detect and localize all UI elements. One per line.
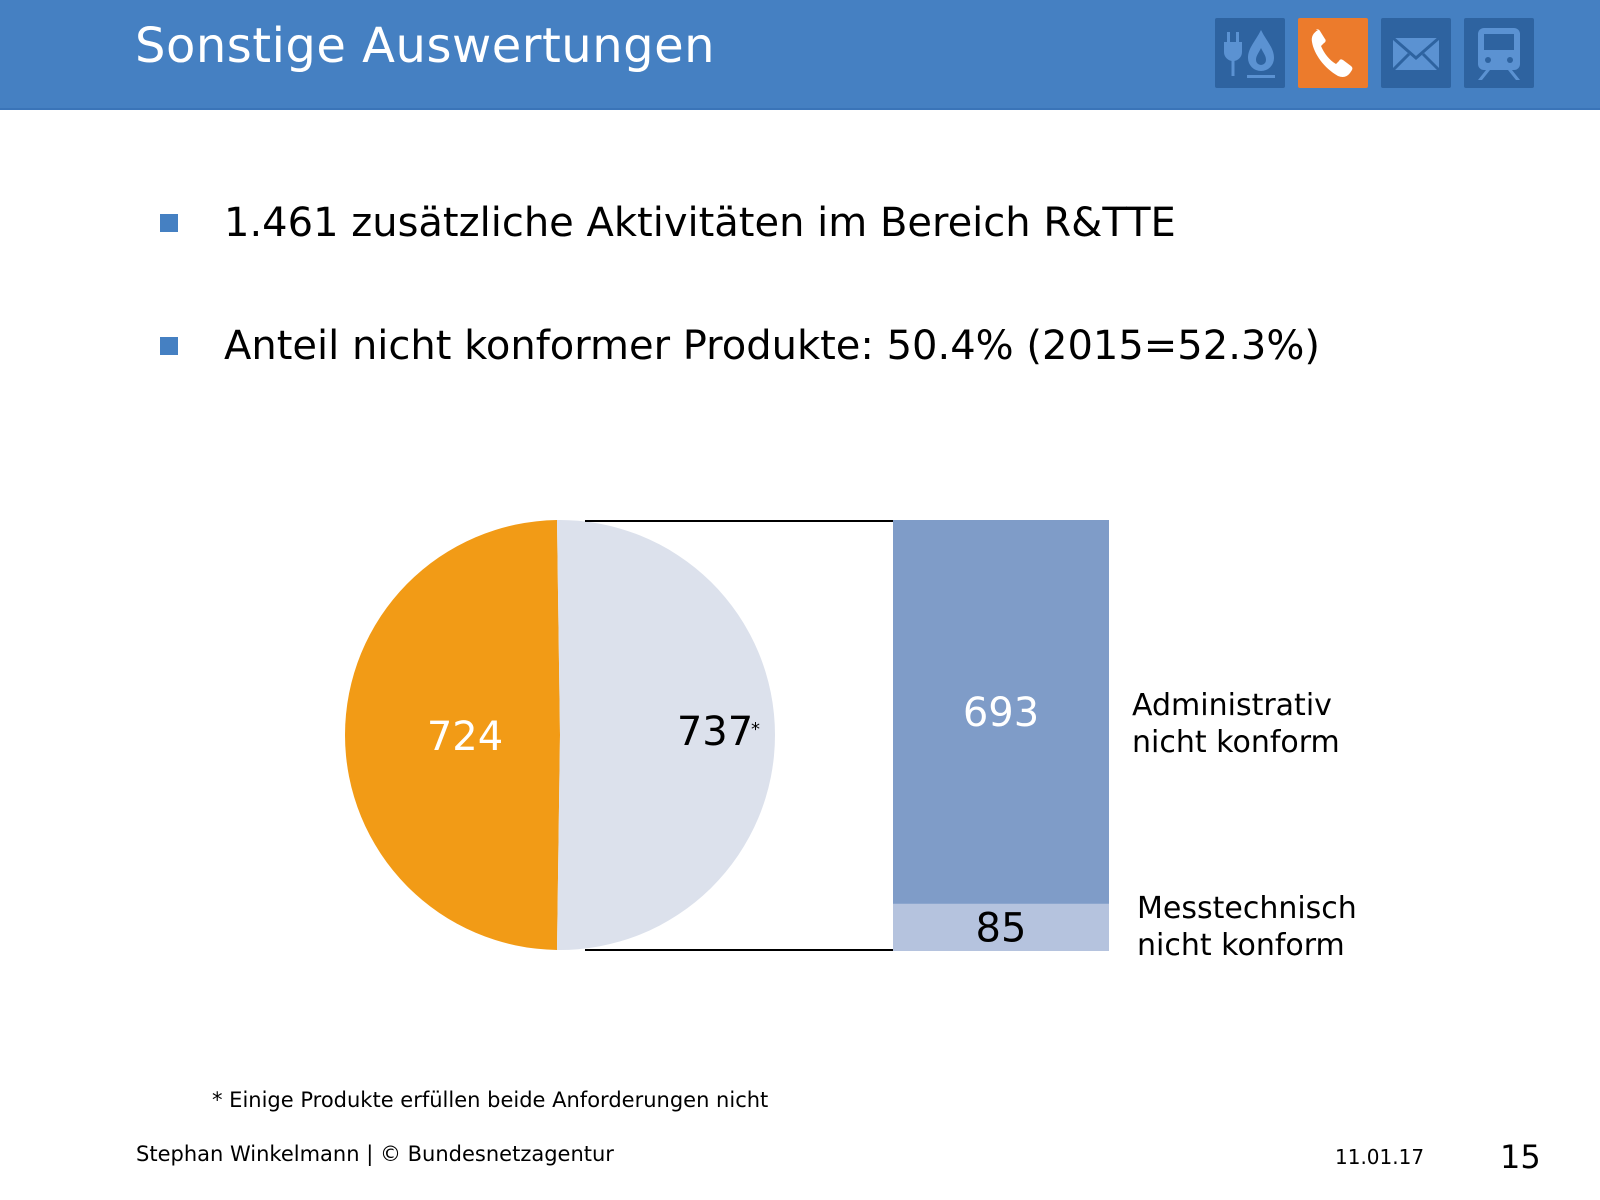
mail-icon[interactable] [1381, 18, 1451, 88]
bullet-icon [160, 337, 178, 355]
page-number: 15 [1500, 1138, 1541, 1176]
footnote: * Einige Produkte erfüllen beide Anforde… [212, 1088, 769, 1112]
bar-legend-label: nicht konform [1132, 725, 1340, 760]
bullet-item: Anteil nicht konformer Produkte: 50.4% (… [160, 323, 1320, 369]
bar-label-85: 85 [976, 905, 1027, 951]
bullet-item: 1.461 zusätzliche Aktivitäten im Bereich… [160, 200, 1176, 246]
pie-label-asterisk: * [751, 719, 760, 740]
phone-icon[interactable] [1298, 18, 1368, 88]
pie-label-724: 724 [427, 714, 503, 760]
page-title: Sonstige Auswertungen [135, 18, 716, 74]
bar-legend-label: nicht konform [1137, 928, 1345, 963]
bar-legend-label: Messtechnisch [1137, 891, 1357, 926]
bullet-icon [160, 214, 178, 232]
bar-segment-85 [893, 903, 1109, 951]
footer-date: 11.01.17 [1335, 1145, 1425, 1169]
bullet-text: Anteil nicht konformer Produkte: 50.4% (… [224, 323, 1320, 369]
pie-slice-724 [344, 520, 560, 950]
energy-icon[interactable] [1215, 18, 1285, 88]
bar-segment-693 [893, 520, 1109, 904]
pie-slice-737 [556, 520, 775, 950]
header-bar: Sonstige Auswertungen [0, 0, 1600, 110]
bar-legend-label: Administrativ [1132, 688, 1332, 723]
train-icon[interactable] [1464, 18, 1534, 88]
bar-label-693: 693 [963, 690, 1039, 736]
footer-author: Stephan Winkelmann | © Bundesnetzagentur [136, 1142, 614, 1166]
pie-label-737: 737 [677, 709, 753, 755]
bullet-text: 1.461 zusätzliche Aktivitäten im Bereich… [224, 200, 1176, 246]
